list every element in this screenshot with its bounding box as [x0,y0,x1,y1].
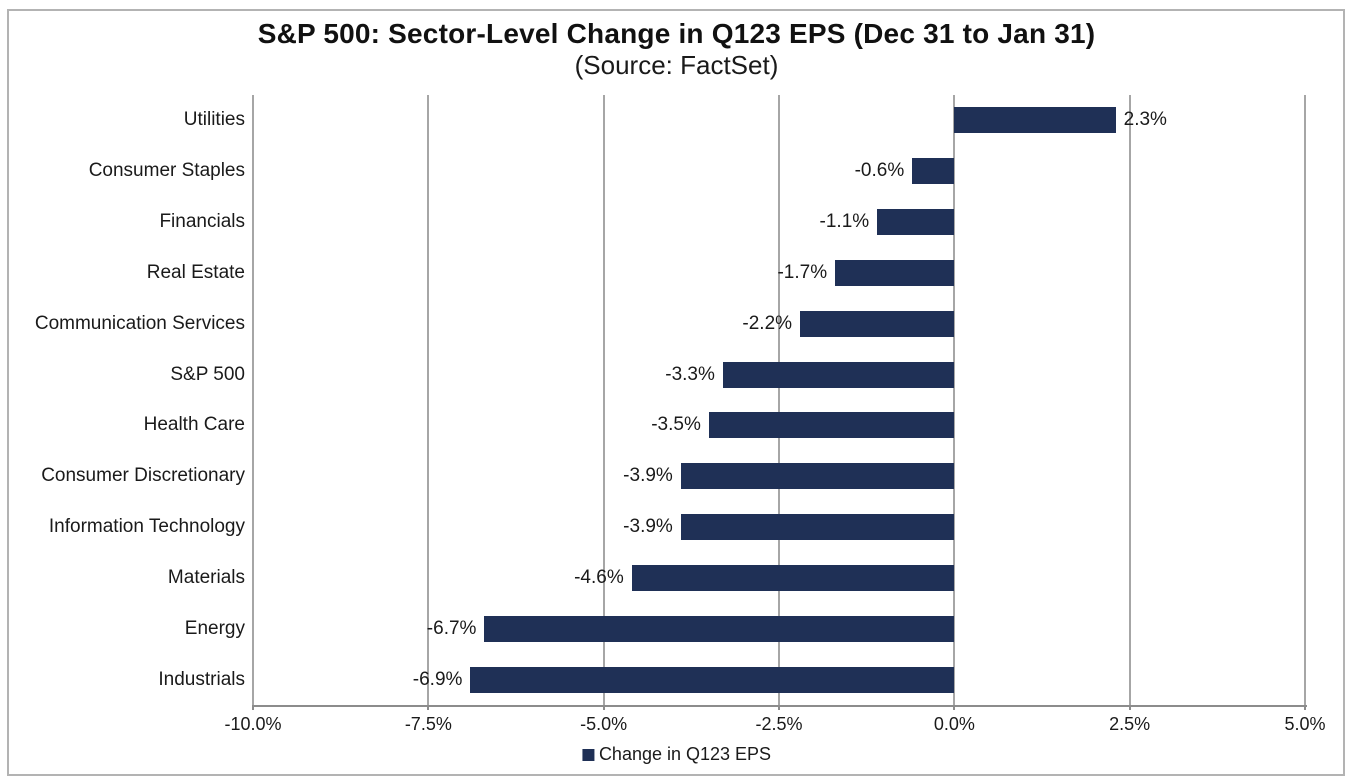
category-label: Consumer Staples [88,160,245,182]
x-tick-label: 0.0% [933,714,975,734]
chart-title: S&P 500: Sector-Level Change in Q123 EPS… [257,18,1096,49]
bar-value-label: -1.1% [819,211,870,233]
bar-value-label: -1.7% [777,261,828,283]
axis-tick [1304,705,1306,710]
gridline [252,95,254,705]
category-label: Utilities [183,109,245,131]
bar [835,259,955,286]
bar-value-label: -6.7% [426,617,477,639]
axis-tick [953,705,956,710]
bar [631,564,955,591]
bar-value-label: -3.9% [623,465,673,487]
bar-value-label: -3.3% [665,363,715,385]
legend-label: Change in Q123 EPS [598,744,772,764]
chart-frame [7,9,1345,776]
x-tick-label: -2.5% [755,714,803,734]
gridline [427,95,430,705]
axis-tick [602,705,605,710]
bar [470,666,955,693]
category-label: Real Estate [146,261,245,283]
bar [800,310,955,337]
bar [680,463,955,490]
bar-value-label: -6.9% [412,668,463,690]
category-label: Industrials [158,668,245,690]
category-label: Information Technology [48,516,245,538]
bar-value-label: -2.2% [742,312,793,334]
gridline [778,95,780,705]
category-label: Health Care [143,414,245,436]
legend: Change in Q123 EPS [581,744,772,765]
bar [954,107,1116,134]
bar [912,158,955,185]
axis-tick [778,705,780,710]
x-tick-label: -7.5% [404,714,452,734]
category-label: Communication Services [34,312,245,334]
bar [722,361,955,388]
category-label: Consumer Discretionary [41,465,245,487]
bar [680,514,955,541]
x-tick-label: -5.0% [580,714,628,734]
chart-subtitle: (Source: FactSet) [574,50,779,80]
gridline [602,95,605,705]
category-label: Materials [167,566,245,588]
category-label: S&P 500 [170,363,245,385]
gridline [1128,95,1131,705]
bar-value-label: -0.6% [854,160,905,182]
axis-tick [427,705,430,710]
bar [484,615,955,642]
legend-swatch [581,748,594,761]
axis-tick [1128,705,1131,710]
x-tick-label: 5.0% [1284,714,1326,734]
bar [708,412,955,439]
bar-value-label: -4.6% [574,566,624,588]
bar-value-label: -3.5% [651,414,701,436]
bar-value-label: 2.3% [1123,109,1167,131]
category-label: Energy [184,617,245,639]
axis-tick [252,705,254,710]
bar [877,209,955,236]
x-axis-line [253,705,1307,707]
bar-value-label: -3.9% [623,516,673,538]
x-tick-label: 2.5% [1109,714,1151,734]
category-label: Financials [159,211,245,233]
gridline [953,95,956,705]
x-tick-label: -10.0% [224,714,282,734]
gridline [1304,95,1306,705]
